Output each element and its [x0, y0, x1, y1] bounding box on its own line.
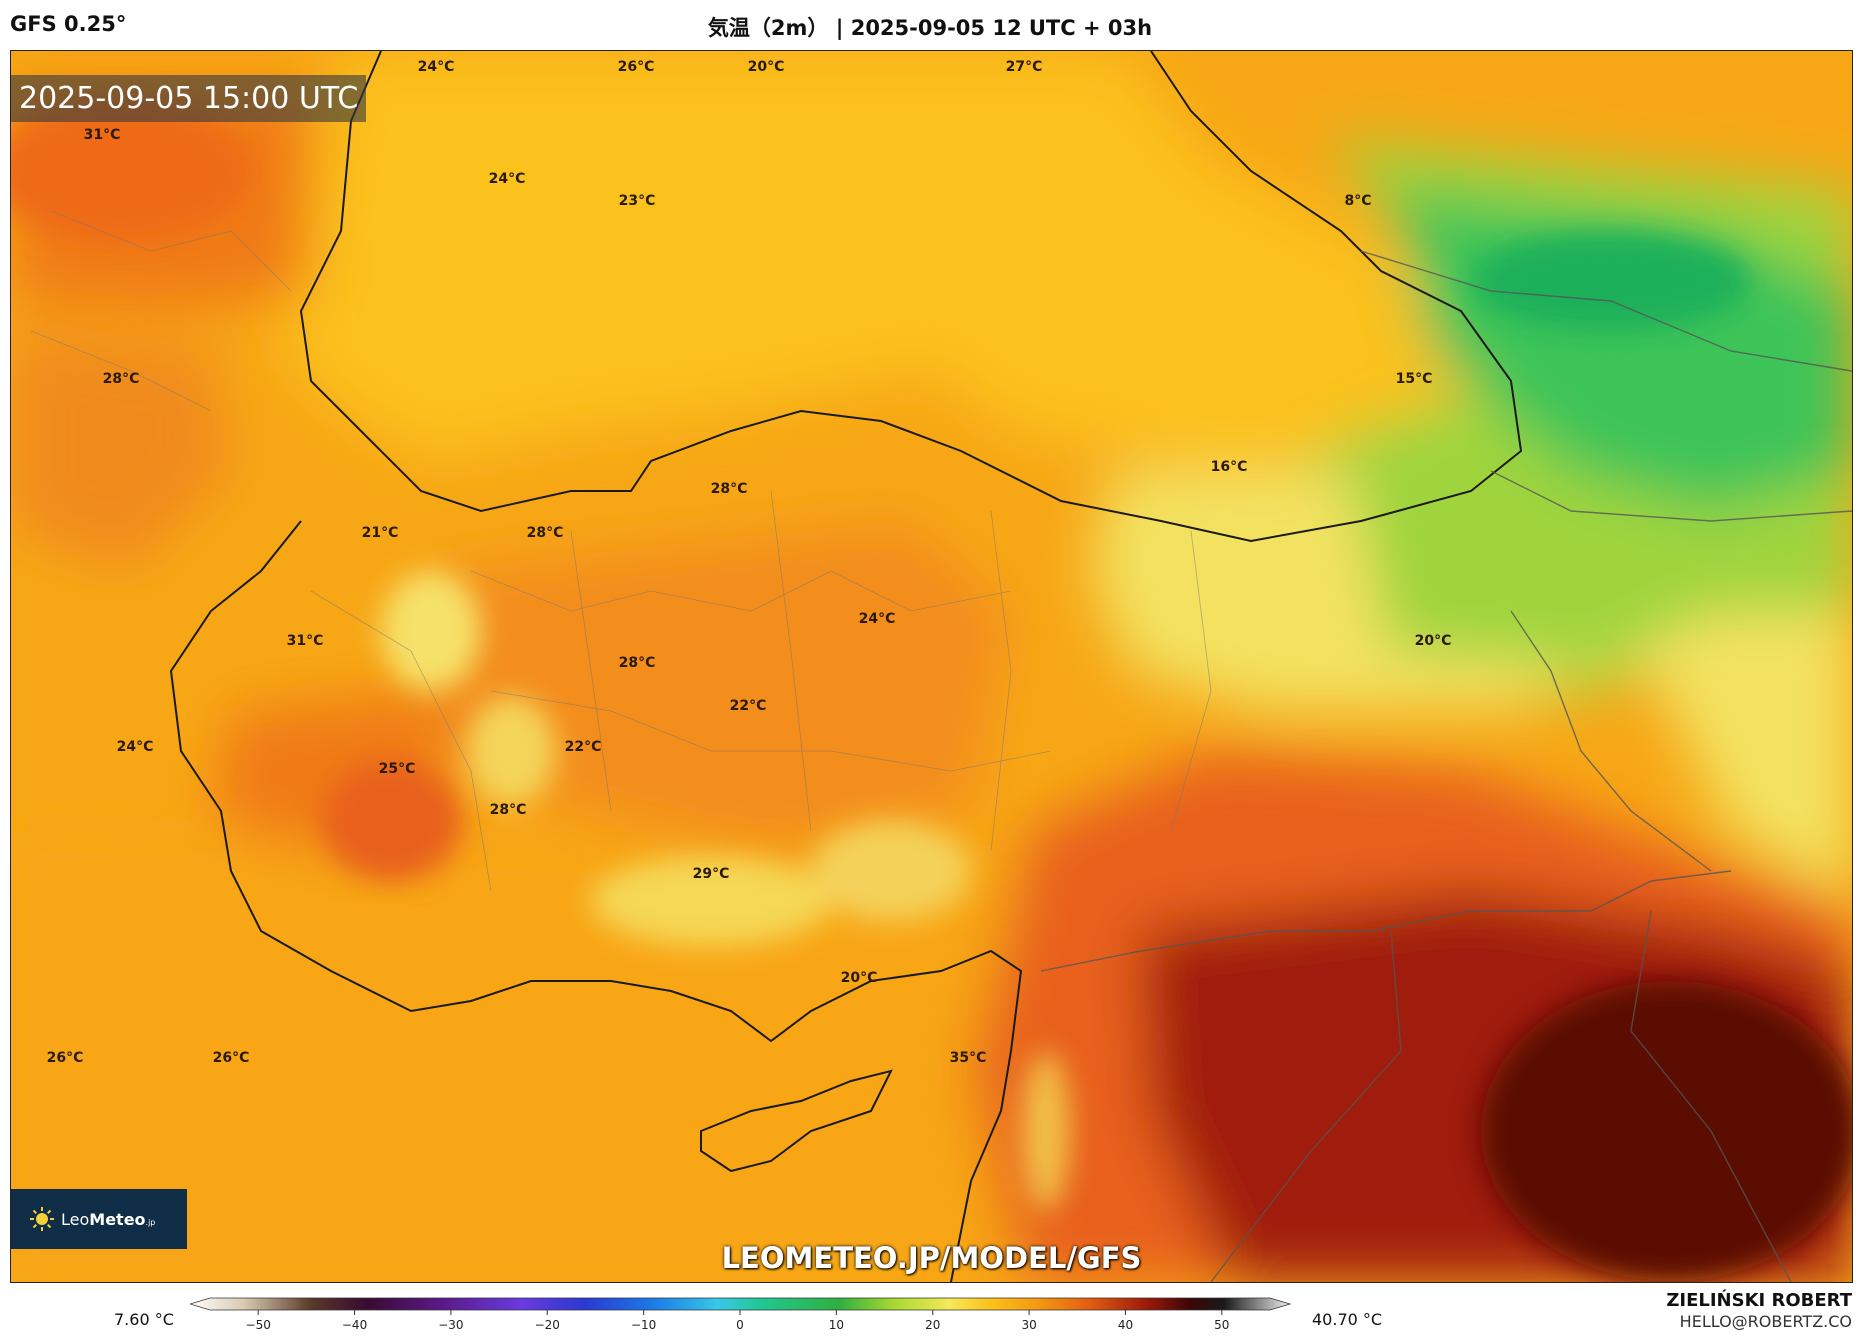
model-label: GFS 0.25°	[10, 12, 127, 36]
temperature-label: 24°C	[417, 59, 455, 75]
balkan-hot	[11, 101, 251, 241]
province-borders	[30, 210, 1212, 892]
anatolia-yellow-2	[466, 696, 556, 806]
colorbar-tick-label: −20	[535, 1318, 560, 1332]
colorbar-tick-label: 30	[1021, 1318, 1036, 1332]
temperature-label: 21°C	[361, 525, 399, 541]
credit-email: HELLO@ROBERTZ.CO	[1679, 1312, 1852, 1331]
temperature-label: 20°C	[747, 59, 785, 75]
mediterranean-field	[11, 831, 1051, 1282]
temperature-label: 31°C	[83, 127, 121, 143]
colorbar-tick-label: 40	[1118, 1318, 1133, 1332]
iraq-core	[1481, 981, 1852, 1281]
leometeo-logo: LeoMeteo.jp	[11, 1189, 187, 1249]
anatolia-heat	[431, 521, 1011, 851]
taurus-yellow-2	[811, 821, 971, 921]
temperature-label: 28°C	[102, 371, 140, 387]
temperature-label: 26°C	[617, 59, 655, 75]
temperature-label: 24°C	[858, 611, 896, 627]
temperature-label: 23°C	[618, 193, 656, 209]
colorbar-tick-label: 0	[736, 1318, 744, 1332]
temperature-label: 22°C	[564, 739, 602, 755]
temperature-map: 2025-09-05 15:00 UTC 24°C 26°C 20°C 27°C 31°…	[10, 50, 1853, 1283]
black-sea-field	[281, 51, 1521, 471]
credit-name: ZIELIŃSKI ROBERT	[1666, 1290, 1852, 1311]
temperature-label: 22°C	[729, 698, 767, 714]
logo-text: LeoMeteo.jp	[61, 1209, 156, 1229]
temperature-label: 29°C	[692, 866, 730, 882]
sun-icon	[30, 1207, 54, 1231]
taurus-yellow	[591, 856, 831, 946]
caucasus-core	[1471, 231, 1751, 331]
temperature-label: 35°C	[949, 1050, 987, 1066]
colorbar: −50 −40 −30 −20 −10 0 10 20 30 40 50	[190, 1297, 1292, 1332]
east-yellow	[1091, 471, 1852, 901]
coastlines	[169, 51, 1523, 1282]
colorbar-tick-label: 10	[829, 1318, 844, 1332]
valid-time-badge: 2025-09-05 15:00 UTC	[11, 75, 367, 122]
temperature-label: 20°C	[840, 970, 878, 986]
colorbar-tick-label: −30	[438, 1318, 463, 1332]
temperature-label: 20°C	[1414, 633, 1452, 649]
temperature-label: 8°C	[1344, 193, 1372, 209]
country-borders	[1040, 250, 1852, 1282]
temperature-label: 15°C	[1395, 371, 1433, 387]
temperature-label: 28°C	[710, 481, 748, 497]
temperature-label: 28°C	[489, 802, 527, 818]
watermark: LEOMETEO.JP/MODEL/GFS	[721, 1241, 1142, 1275]
aegean-hot	[321, 761, 461, 881]
colorbar-tick-label: −40	[342, 1318, 367, 1332]
colorbar-max-label: 40.70 °C	[1312, 1310, 1383, 1329]
chart-title: 気温（2m） | 2025-09-05 12 UTC + 03h	[707, 16, 1153, 40]
temperature-label: 26°C	[46, 1050, 84, 1066]
colorbar-tick-label: −10	[631, 1318, 656, 1332]
temperature-label: 31°C	[286, 633, 324, 649]
colorbar-tick-label: 50	[1214, 1318, 1229, 1332]
temperature-label: 27°C	[1005, 59, 1043, 75]
lebanon-yellow	[1022, 1051, 1070, 1211]
temperature-label: 25°C	[378, 761, 416, 777]
temperature-label: 26°C	[212, 1050, 250, 1066]
temperature-label: 24°C	[488, 171, 526, 187]
anatolia-yellow-1	[381, 571, 481, 691]
temperature-label: 16°C	[1210, 459, 1248, 475]
temperature-label: 28°C	[618, 655, 656, 671]
aegean-heat	[11, 331, 231, 571]
colorbar-bar	[190, 1297, 1292, 1311]
colorbar-ticks: −50 −40 −30 −20 −10 0 10 20 30 40 50	[246, 1310, 1229, 1332]
colorbar-tick-label: −50	[246, 1318, 271, 1332]
map-canvas	[11, 51, 1852, 1282]
temperature-label: 28°C	[526, 525, 564, 541]
colorbar-tick-label: 20	[925, 1318, 940, 1332]
temperature-label: 24°C	[116, 739, 154, 755]
colorbar-min-label: 7.60 °C	[114, 1310, 174, 1329]
